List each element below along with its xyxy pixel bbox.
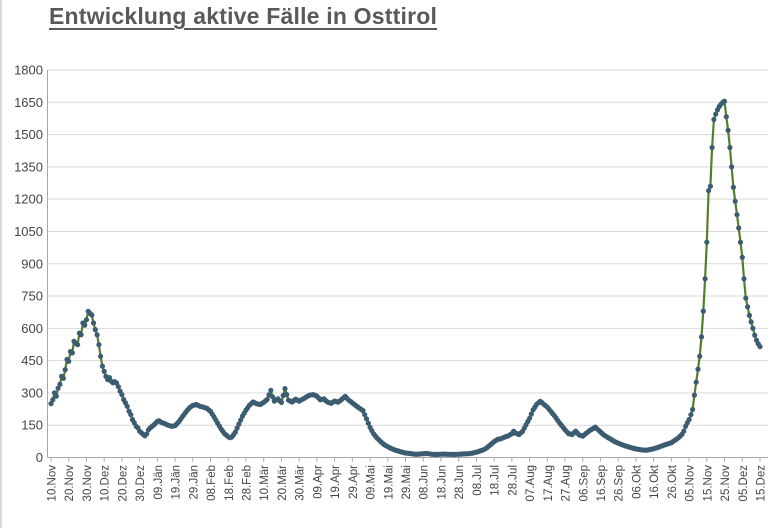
y-tick-label: 1650: [14, 95, 43, 110]
y-tick-label: 1800: [14, 63, 43, 78]
x-tick-label: 06.Sep: [578, 465, 590, 501]
y-tick-label: 1200: [14, 192, 43, 207]
x-tick-label: 10.Nov: [47, 465, 59, 502]
x-tick-label: 29.Apr: [348, 465, 360, 499]
x-tick-label: 08.Feb: [206, 465, 218, 501]
x-tick-label: 09.Apr: [312, 465, 324, 499]
x-tick-label: 05.Dez: [738, 465, 750, 502]
x-tick-label: 28.Jun: [454, 465, 466, 500]
y-tick-label: 0: [36, 450, 43, 465]
y-tick-label: 1350: [14, 159, 43, 174]
x-tick-label: 15.Nov: [702, 465, 714, 502]
x-tick-label: 06.Okt: [631, 464, 643, 499]
axes: [47, 70, 768, 458]
y-tick-label: 750: [21, 289, 43, 304]
series-line: [49, 100, 762, 456]
y-tick-label: 450: [21, 353, 43, 368]
x-tick-label: 17.Aug: [543, 465, 555, 501]
x-axis-labels: 10.Nov 20.Nov 30.Nov 10.Dez 20.Dez 30.Dez 09.J…: [47, 464, 768, 501]
x-tick-label: 18.Feb: [224, 465, 236, 501]
x-tick-label: 27.Aug: [561, 465, 573, 501]
x-tick-label: 28.Jul: [507, 465, 519, 496]
x-tick-label: 20.Nov: [64, 465, 76, 502]
x-tick-label: 16.Okt: [649, 464, 661, 499]
x-tick-label: 26.Okt: [667, 464, 679, 499]
x-tick-label: 30.Dez: [135, 465, 147, 502]
y-tick-label: 1050: [14, 224, 43, 239]
y-tick-label: 150: [21, 418, 43, 433]
x-tick-label: 19.Mai: [383, 465, 395, 500]
x-tick-label: 19.Jän: [171, 465, 183, 500]
x-axis-ticks: [50, 457, 761, 462]
x-tick-label: 10.Mär: [259, 465, 271, 501]
x-tick-label: 20.Dez: [117, 465, 129, 502]
y-tick-label: 1500: [14, 127, 43, 142]
x-tick-label: 29.Jän: [188, 465, 200, 500]
x-tick-label: 26.Sep: [614, 465, 626, 501]
x-tick-label: 18.Jul: [490, 465, 502, 496]
x-tick-label: 09.Mai: [366, 465, 378, 500]
x-tick-label: 07.Aug: [525, 465, 537, 501]
x-tick-label: 16.Sep: [596, 465, 608, 501]
x-tick-label: 29.Mai: [401, 465, 413, 500]
chart-title: Entwicklung aktive Fälle in Osttirol: [49, 3, 438, 29]
data-point-markers: [48, 98, 763, 458]
y-tick-label: 300: [21, 385, 43, 400]
x-tick-label: 15.Dez: [756, 465, 768, 502]
x-tick-label: 28.Feb: [241, 465, 253, 501]
y-tick-label: 600: [21, 321, 43, 336]
gridlines: [47, 69, 768, 426]
x-tick-label: 05.Nov: [685, 465, 697, 502]
x-tick-label: 10.Dez: [100, 465, 112, 502]
x-tick-label: 30.Mär: [295, 465, 307, 501]
y-axis-labels: 0 150 300 450 600 750 900 1050 1200 1350 1500 1650 1…: [14, 63, 43, 466]
x-tick-label: 09.Jän: [153, 465, 165, 500]
y-tick-label: 900: [21, 256, 43, 271]
x-tick-label: 18.Jun: [436, 465, 448, 500]
x-tick-label: 20.Mär: [277, 465, 289, 501]
x-tick-label: 19.Apr: [330, 465, 342, 499]
x-tick-label: 08.Jul: [472, 465, 484, 496]
x-tick-label: 25.Nov: [720, 465, 732, 502]
x-tick-label: 08.Jun: [419, 465, 431, 500]
x-tick-label: 30.Nov: [82, 465, 94, 502]
